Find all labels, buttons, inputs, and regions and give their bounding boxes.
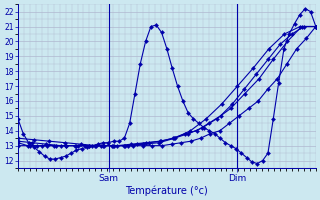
X-axis label: Température (°c): Température (°c) bbox=[125, 185, 208, 196]
